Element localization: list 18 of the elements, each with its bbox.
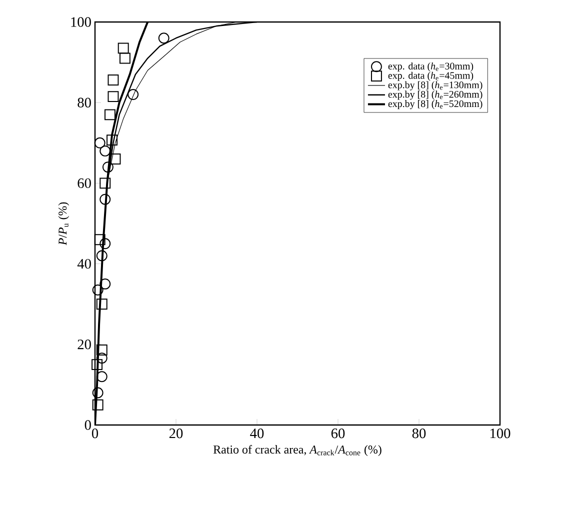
- legend-label: exp.by [8] (h$_{e}$=520mm): [388, 100, 482, 110]
- x-tick-label: 60: [331, 428, 345, 438]
- y-tick-label: 100: [71, 17, 91, 27]
- x-tick-label: 20: [169, 428, 183, 438]
- legend-label: exp. data (h$_{e}$=30mm): [388, 62, 474, 72]
- y-tick-label: 60: [78, 178, 91, 188]
- y-tick-label: 0: [84, 420, 91, 430]
- y-tick-label: 20: [78, 340, 91, 350]
- x-tick-label: 100: [490, 428, 510, 438]
- legend-label: exp.by [8] (h$_{e}$=130mm): [388, 81, 482, 90]
- x-tick-label: 80: [412, 428, 426, 438]
- x-axis-title: Ratio of crack area, A$_{crack}$/A$_{cone}$ (%): [213, 445, 382, 456]
- x-tick-label: 40: [250, 428, 264, 438]
- y-tick-label: 40: [77, 258, 91, 269]
- legend-label: exp.by [8] (h$_{e}$=260mm): [388, 90, 482, 100]
- x-tick-label: 0: [92, 428, 98, 438]
- legend-label: exp. data (h$_{e}$=45mm): [388, 72, 474, 81]
- y-tick-label: 80: [78, 98, 91, 108]
